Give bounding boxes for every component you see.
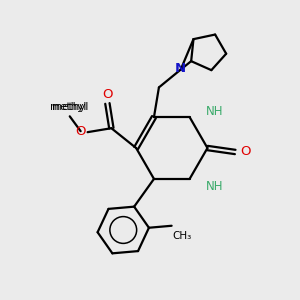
Text: NH: NH [206,105,223,118]
Text: O: O [75,125,86,138]
Text: CH₃: CH₃ [172,231,192,241]
Text: O: O [102,88,112,101]
Text: methyl: methyl [52,102,88,112]
Text: NH: NH [206,180,223,193]
Text: methyl: methyl [50,102,86,112]
Text: O: O [240,146,250,158]
Text: N: N [175,62,186,75]
